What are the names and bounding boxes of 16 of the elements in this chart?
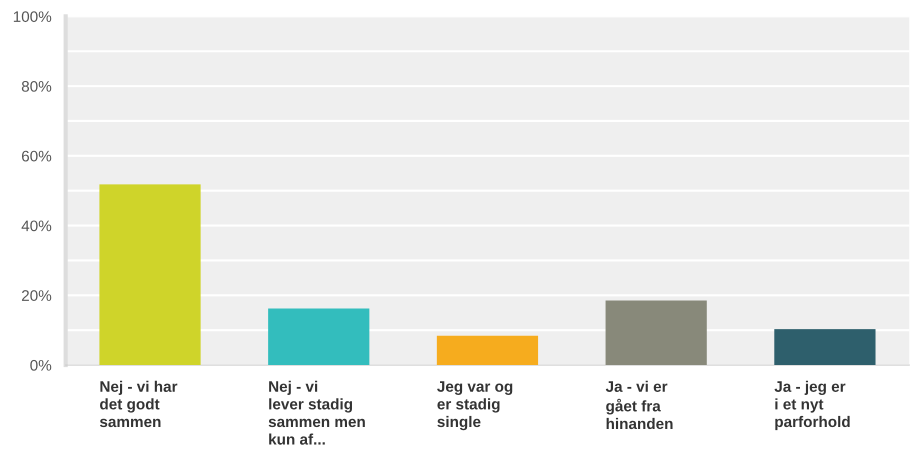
y-tick-label: 20% — [22, 290, 52, 301]
bar — [774, 329, 876, 366]
y-tick-label: 80% — [22, 80, 52, 92]
bar — [606, 300, 707, 366]
bar — [99, 184, 201, 366]
x-tick-label: Nej - vi lever stadig sammen men kun af... — [268, 380, 365, 445]
y-tick-label: 40% — [22, 220, 52, 232]
x-tick-label: Jeg var og er stadig single — [437, 381, 512, 430]
bar — [268, 308, 370, 366]
y-tick-label: 100% — [14, 11, 52, 22]
y-tick-label: 60% — [22, 150, 52, 162]
x-tick-label: Nej - vi har det godt sammen — [100, 380, 178, 428]
y-tick-label: 0% — [30, 360, 52, 371]
x-tick-label: Ja - vi er gået fra hinanden — [606, 380, 673, 430]
x-tick-label: Ja - jeg er i et nyt parforhold — [774, 380, 850, 430]
bar — [436, 336, 538, 366]
